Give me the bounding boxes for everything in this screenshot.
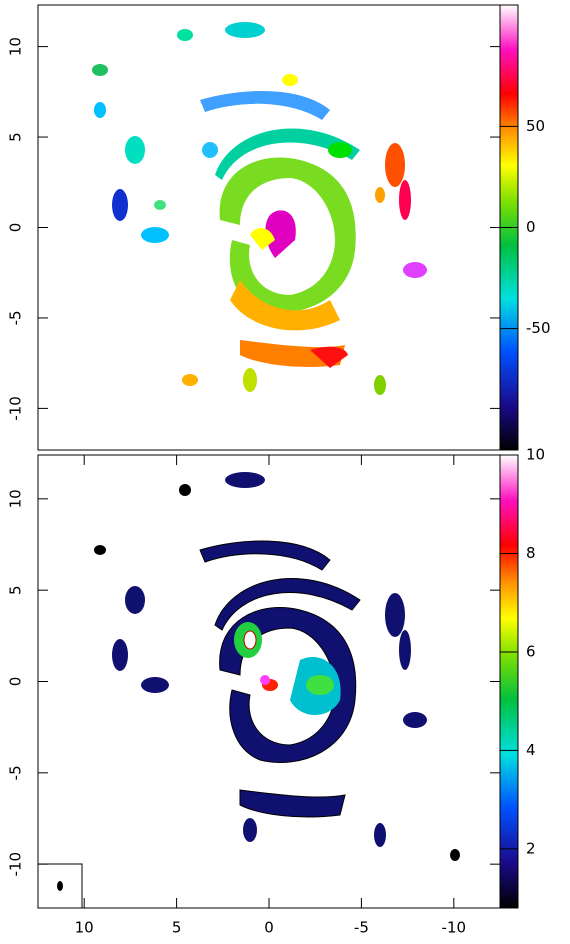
colorbar-label: 0 (526, 218, 536, 236)
colorbar-label: -50 (526, 319, 551, 337)
colorbar-label: 2 (526, 839, 536, 857)
y-tick-label: 0 (7, 223, 25, 233)
y-tick-label: 5 (7, 585, 25, 595)
y-tick-label: -5 (7, 765, 25, 780)
x-tick-label: 5 (172, 919, 182, 937)
colorbar-label: 4 (526, 741, 536, 759)
y-tick-label: 10 (7, 489, 25, 508)
colorbar-label: 50 (526, 117, 545, 135)
intensity-map (38, 472, 460, 908)
x-tick-label: -10 (442, 919, 467, 937)
y-tick-label: -10 (7, 396, 25, 421)
y-tick-label: -10 (7, 852, 25, 877)
velocity-map (92, 22, 427, 395)
colorbar (499, 454, 519, 909)
y-tick-label: 10 (7, 37, 25, 56)
colorbar-label: 8 (526, 544, 536, 562)
x-tick-label: 10 (75, 919, 94, 937)
colorbar-label: 10 (526, 446, 545, 464)
y-tick-label: 0 (7, 677, 25, 687)
y-tick-label: -5 (7, 310, 25, 325)
y-tick-label: 5 (7, 132, 25, 142)
x-tick-label: -5 (354, 919, 369, 937)
x-tick-label: 0 (264, 919, 274, 937)
colorbar-label: 6 (526, 642, 536, 660)
